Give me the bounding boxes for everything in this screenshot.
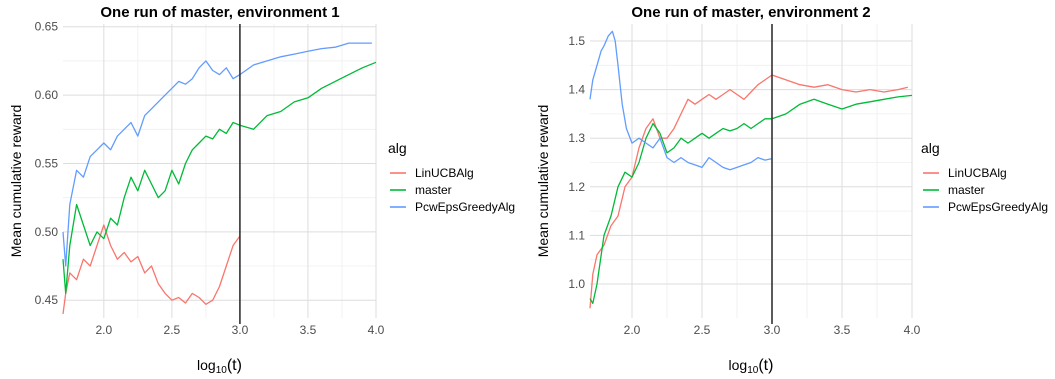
y-axis-label: Mean cumulative reward xyxy=(8,105,24,258)
legend: alg LinUCBAlg master PcwEpsGreedyAlg xyxy=(921,140,1048,214)
x-axis-label-subscript: 10 xyxy=(747,365,759,376)
x-axis-label-base: log xyxy=(197,357,216,373)
series-line-pcwepsgreedyalg xyxy=(62,42,372,267)
series-line-master xyxy=(62,61,377,295)
series-line-pcwepsgreedyalg xyxy=(589,30,773,171)
x-tick-label: 2.5 xyxy=(694,323,711,337)
legend-label-pcwepsgreedyalg: PcwEpsGreedyAlg xyxy=(948,200,1048,214)
x-tick-label: 3.0 xyxy=(764,323,781,337)
legend-label-linucbalg: LinUCBAlg xyxy=(948,166,1007,180)
y-tick-label: 1.3 xyxy=(568,131,585,145)
y-axis-label: Mean cumulative reward xyxy=(535,105,551,258)
y-tick-label: 0.60 xyxy=(35,88,59,102)
legend-label-master: master xyxy=(948,183,985,197)
x-axis-label-base: log xyxy=(729,357,748,373)
y-tick-label: 1.1 xyxy=(568,228,585,242)
y-tick-label: 1.5 xyxy=(568,34,585,48)
legend-label-master: master xyxy=(415,183,452,197)
x-tick-label: 3.5 xyxy=(300,323,317,337)
y-tick-label: 0.55 xyxy=(35,156,59,170)
legend-label-linucbalg: LinUCBAlg xyxy=(415,166,474,180)
legend: alg LinUCBAlg master PcwEpsGreedyAlg xyxy=(388,140,515,214)
series-line-linucbalg xyxy=(62,224,241,314)
x-tick-label: 4.0 xyxy=(368,323,385,337)
x-tick-label: 2.5 xyxy=(164,323,181,337)
x-tick-label: 4.0 xyxy=(904,323,921,337)
x-tick-label: 2.0 xyxy=(624,323,641,337)
y-tick-label: 0.65 xyxy=(35,20,59,34)
x-axis-label-argument: (t) xyxy=(227,357,242,374)
y-tick-label: 0.50 xyxy=(35,225,59,239)
legend-title: alg xyxy=(921,140,940,156)
chart-title: One run of master, environment 1 xyxy=(100,4,339,21)
y-tick-label: 1.2 xyxy=(568,180,585,194)
series-line-master xyxy=(589,94,913,305)
y-tick-label: 0.45 xyxy=(35,293,59,307)
x-tick-label: 3.5 xyxy=(834,323,851,337)
y-tick-label: 1.4 xyxy=(568,83,585,97)
x-axis-label-subscript: 10 xyxy=(216,365,228,376)
x-tick-label: 2.0 xyxy=(95,323,112,337)
chart-title: One run of master, environment 2 xyxy=(631,4,870,21)
series-line-linucbalg xyxy=(589,74,908,309)
chart-panel-2: 2.0 2.5 3.0 3.5 4.0 1.0 1.1 1.2 1.3 1.4 1.5 One run… xyxy=(535,4,1048,376)
legend-label-pcwepsgreedyalg: PcwEpsGreedyAlg xyxy=(415,200,515,214)
y-tick-label: 1.0 xyxy=(568,277,585,291)
x-axis-label: log10(t) xyxy=(197,357,242,376)
x-axis-label-argument: (t) xyxy=(758,357,773,374)
legend-title: alg xyxy=(388,140,407,156)
x-tick-label: 3.0 xyxy=(232,323,249,337)
x-axis-label: log10(t) xyxy=(729,357,774,376)
chart-panel-1: 2.0 2.5 3.0 3.5 4.0 0.45 0.50 0.55 0.60 0.65 One r… xyxy=(8,4,515,376)
